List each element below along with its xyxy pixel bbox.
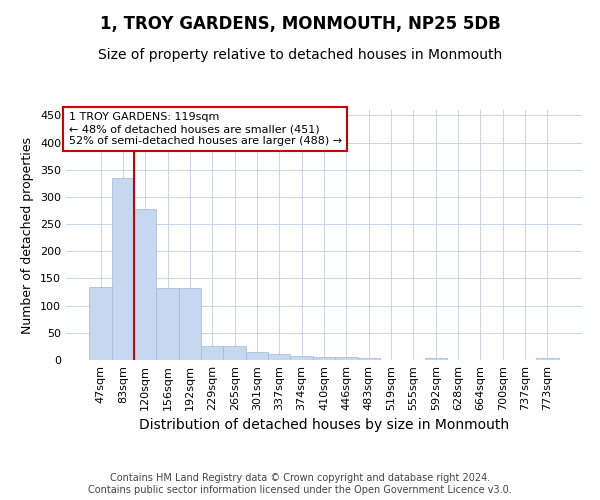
Bar [268, 354, 290, 360]
Bar [290, 356, 313, 360]
Bar [89, 287, 112, 360]
Bar [179, 288, 201, 360]
Bar [223, 346, 246, 360]
Bar [246, 352, 268, 360]
Text: 1 TROY GARDENS: 119sqm
← 48% of detached houses are smaller (451)
52% of semi-de: 1 TROY GARDENS: 119sqm ← 48% of detached… [68, 112, 342, 146]
Bar [201, 346, 223, 360]
Text: Size of property relative to detached houses in Monmouth: Size of property relative to detached ho… [98, 48, 502, 62]
Bar [313, 356, 335, 360]
Bar [358, 358, 380, 360]
Bar [134, 209, 157, 360]
Text: 1, TROY GARDENS, MONMOUTH, NP25 5DB: 1, TROY GARDENS, MONMOUTH, NP25 5DB [100, 15, 500, 33]
Bar [425, 358, 447, 360]
Bar [157, 288, 179, 360]
Bar [536, 358, 559, 360]
Text: Contains HM Land Registry data © Crown copyright and database right 2024.
Contai: Contains HM Land Registry data © Crown c… [88, 474, 512, 495]
Bar [112, 178, 134, 360]
Y-axis label: Number of detached properties: Number of detached properties [22, 136, 34, 334]
Bar [335, 358, 358, 360]
X-axis label: Distribution of detached houses by size in Monmouth: Distribution of detached houses by size … [139, 418, 509, 432]
